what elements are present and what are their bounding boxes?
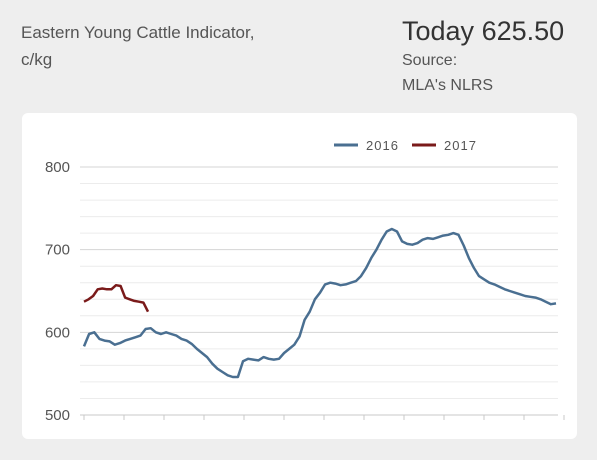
chart-card: 500 600 700 800 2016 2017 bbox=[22, 113, 577, 439]
today-value: Today 625.50 bbox=[402, 14, 564, 48]
legend-label: 2016 bbox=[366, 138, 399, 153]
y-tick-label: 600 bbox=[45, 324, 70, 341]
indicator-title-line1: Eastern Young Cattle Indicator, bbox=[21, 23, 255, 42]
source-info: Source: MLA's NLRS bbox=[402, 48, 493, 98]
today-label: Today bbox=[402, 16, 475, 46]
source-name: MLA's NLRS bbox=[402, 77, 494, 94]
line-chart: 500 600 700 800 2016 2017 bbox=[45, 138, 565, 424]
source-label: Source: bbox=[402, 52, 458, 69]
legend-label: 2017 bbox=[444, 138, 477, 153]
legend-item-2017: 2017 bbox=[412, 138, 477, 153]
indicator-title: Eastern Young Cattle Indicator, c/kg bbox=[21, 19, 321, 73]
series-line-2016 bbox=[82, 227, 557, 379]
y-tick-label: 500 bbox=[45, 407, 70, 424]
today-number: 625.50 bbox=[481, 16, 565, 46]
indicator-unit: c/kg bbox=[21, 50, 53, 69]
y-tick-label: 800 bbox=[45, 159, 70, 176]
series-line-2017 bbox=[83, 283, 150, 313]
y-tick-label: 700 bbox=[45, 242, 70, 259]
legend-item-2016: 2016 bbox=[334, 138, 399, 153]
